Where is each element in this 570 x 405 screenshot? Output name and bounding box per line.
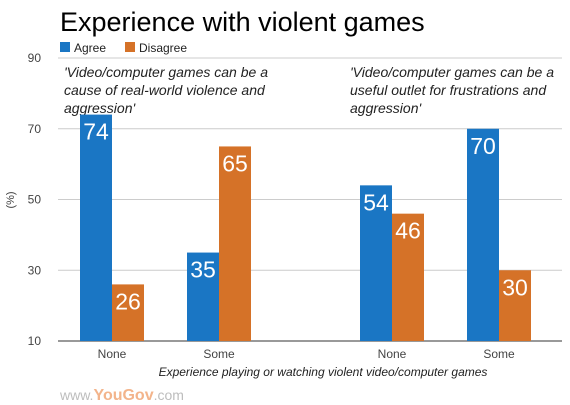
y-tick-label: 10	[28, 334, 42, 348]
data-label: 70	[470, 133, 496, 159]
x-tick-label: Some	[483, 347, 515, 361]
x-tick-label: Some	[203, 347, 235, 361]
y-tick-label: 70	[28, 122, 42, 136]
legend-label-disagree: Disagree	[139, 41, 187, 55]
annotation-line: useful outlet for frustrations and	[350, 82, 547, 98]
bar-agree	[80, 114, 112, 341]
data-label: 54	[363, 189, 389, 215]
annotation-line: aggression'	[64, 100, 136, 116]
bar-agree	[360, 185, 392, 341]
annotation-line: 'Video/computer games can be a	[350, 64, 554, 80]
legend-swatch-disagree	[125, 42, 135, 52]
bar-disagree	[219, 146, 251, 341]
legend-label-agree: Agree	[74, 41, 106, 55]
data-label: 74	[83, 119, 109, 145]
x-tick-label: None	[378, 347, 407, 361]
logo-prefix: www.	[59, 387, 93, 403]
bar-disagree	[499, 270, 531, 341]
logo-brand-b: Gov	[122, 387, 153, 404]
annotation-line: cause of real-world violence and	[64, 82, 266, 98]
bar-agree	[467, 128, 499, 341]
y-axis-label: (%)	[5, 191, 17, 208]
data-label: 65	[222, 150, 248, 176]
chart-title: Experience with violent games	[60, 7, 425, 37]
y-axis-ticks: 10 30 50 70 90	[28, 51, 42, 348]
annotations: 'Video/computer games can be a cause of r…	[64, 64, 554, 116]
annotation-line: aggression'	[350, 100, 422, 116]
svg-text:www.YouGov.com: www.YouGov.com	[59, 387, 184, 404]
bar-disagree	[392, 213, 424, 341]
logo-suffix: .com	[154, 387, 184, 403]
legend-swatch-agree	[60, 42, 70, 52]
data-label: 26	[115, 288, 141, 314]
annotation-line: 'Video/computer games can be a	[64, 64, 268, 80]
legend: Agree Disagree	[60, 41, 187, 55]
bar-disagree	[112, 284, 144, 341]
y-tick-label: 30	[28, 263, 42, 277]
bar-agree	[187, 252, 219, 341]
x-tick-label: None	[98, 347, 127, 361]
x-axis-label: Experience playing or watching violent v…	[159, 365, 488, 379]
y-tick-label: 90	[28, 51, 42, 65]
data-label: 35	[190, 257, 216, 283]
yougov-logo: www.YouGov.com	[59, 387, 184, 404]
data-label: 46	[395, 218, 421, 244]
y-tick-label: 50	[28, 193, 42, 207]
data-label: 30	[502, 274, 528, 300]
logo-brand-a: You	[93, 387, 122, 404]
x-axis-ticks: None Some None Some	[98, 347, 515, 361]
